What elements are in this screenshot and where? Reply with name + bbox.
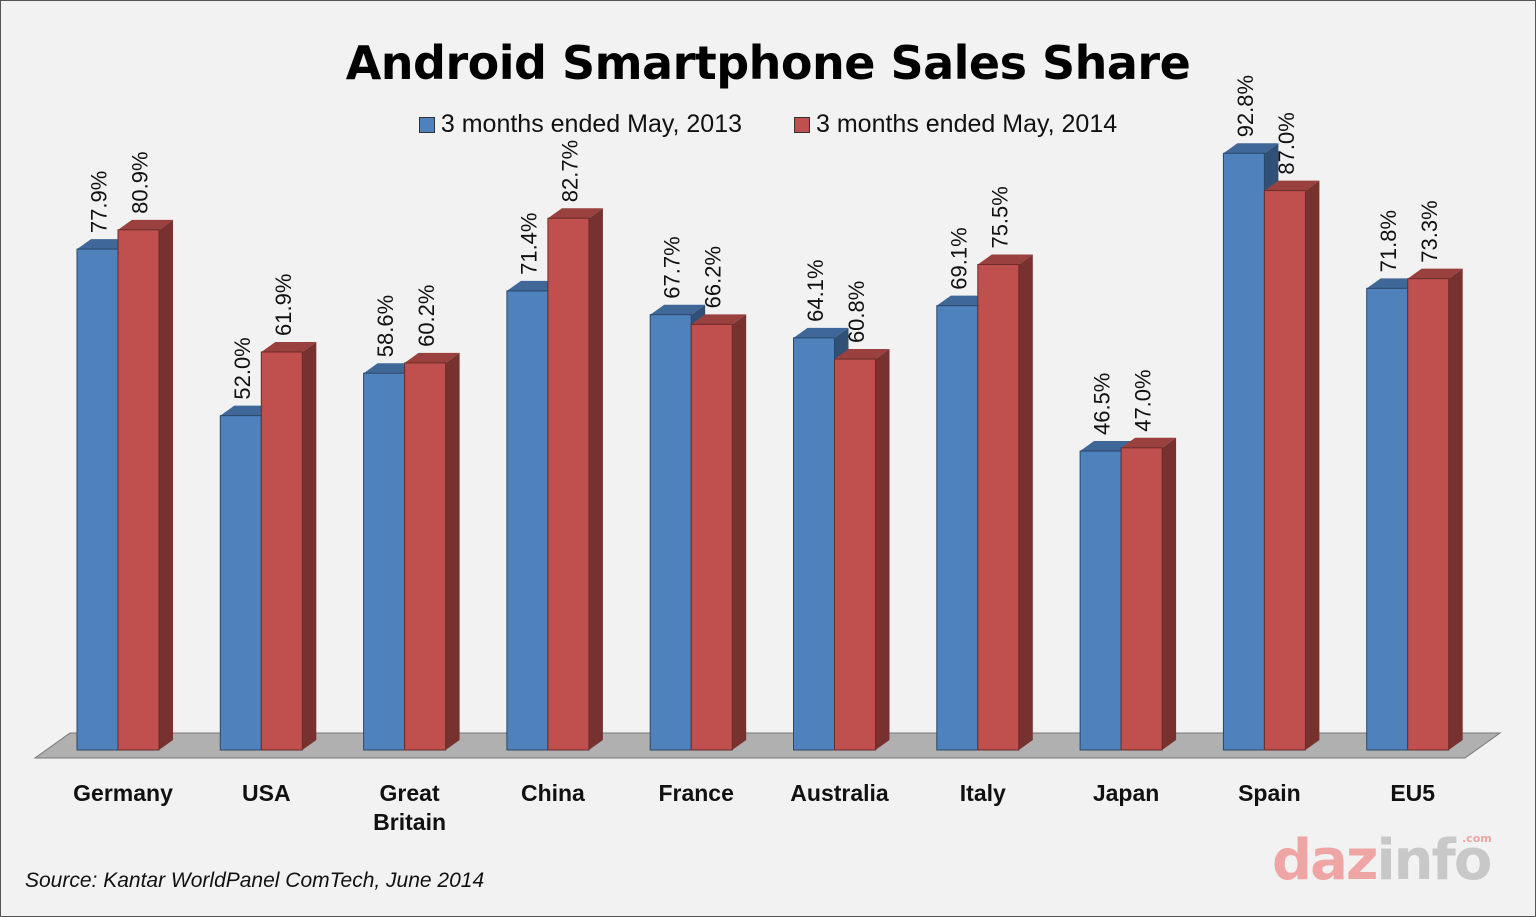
legend-label-2014: 3 months ended May, 2014 — [816, 110, 1118, 138]
legend-swatch-2014 — [794, 116, 810, 133]
legend-item-2013: 3 months ended May, 2013 — [418, 110, 742, 139]
legend: 3 months ended May, 2013 3 months ended … — [0, 110, 1536, 139]
dazeinfo-logo: dazinfo .com — [1272, 828, 1492, 893]
legend-label-2013: 3 months ended May, 2013 — [440, 110, 742, 138]
chart-title: Android Smartphone Sales Share — [345, 36, 1191, 90]
logo-suffix: .com — [1462, 832, 1492, 845]
source-note: Source: Kantar WorldPanel ComTech, June … — [25, 869, 485, 892]
logo-part-info: info — [1376, 828, 1492, 893]
logo-part-daz: daz — [1272, 828, 1378, 893]
legend-swatch-2013 — [418, 116, 435, 133]
legend-item-2014: 3 months ended May, 2014 — [794, 110, 1117, 139]
